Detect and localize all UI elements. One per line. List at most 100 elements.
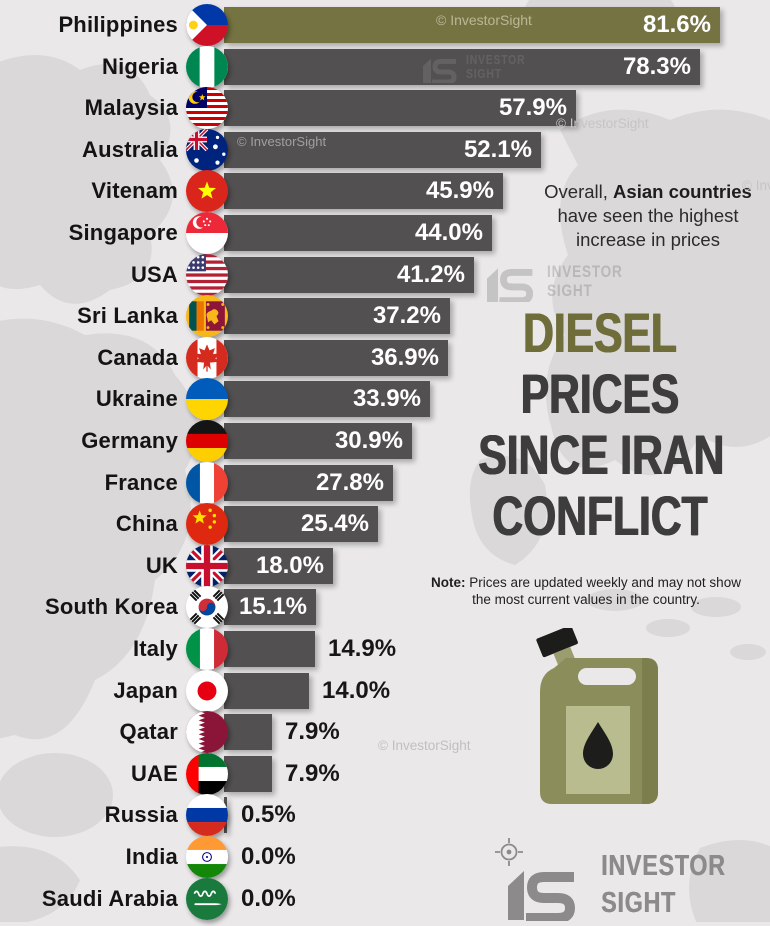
chart-row-qatar: Qatar 7.9% <box>0 711 770 754</box>
value-label-ukraine: 33.9% <box>352 385 421 413</box>
value-bar-france: 27.8% <box>224 464 393 501</box>
flag-uk <box>186 544 228 587</box>
value-label-saudi-arabia: 0.0% <box>241 884 296 912</box>
chart-row-sri-lanka: Sri Lanka 37.2% <box>0 295 770 338</box>
country-label-japan: Japan <box>113 677 178 703</box>
country-label-italy: Italy <box>132 636 178 661</box>
country-label-qatar: Qatar <box>119 719 178 745</box>
flag-italy <box>186 628 228 670</box>
country-label-germany: Germany <box>81 428 178 453</box>
flag-qatar <box>186 711 228 754</box>
chart-row-malaysia: Malaysia 57.9% <box>0 87 770 130</box>
chart-title: DIESEL PRICES SINCE IRAN CONFLICT <box>440 302 760 546</box>
note-line2: the most current values in the country. <box>472 592 700 607</box>
flag-france <box>186 461 228 504</box>
country-label-china: China <box>115 511 178 537</box>
note: Note: Prices are updated weekly and may … <box>416 574 756 608</box>
chart-row-vitenam: Vitenam 45.9% <box>0 170 770 213</box>
country-label-nigeria: Nigeria <box>102 53 178 79</box>
watermark-brand-line2: SIGHT <box>466 66 502 82</box>
value-label-australia: 52.1% <box>463 135 532 163</box>
watermark-brand-nigeria-bar: INVESTOR SIGHT <box>418 51 540 85</box>
flag-russia <box>186 794 228 837</box>
value-bar-malaysia: 57.9% <box>224 90 576 127</box>
value-label-philippines: 81.6% <box>642 11 711 38</box>
flag-south-korea <box>186 586 228 629</box>
value-label-vitenam: 45.9% <box>425 177 494 205</box>
watermark-brand-line1: INVESTOR <box>466 52 526 67</box>
country-label-vitenam: Vitenam <box>91 178 178 204</box>
investorsight-logo: INVESTOR SIGHT <box>489 834 759 923</box>
flag-sri-lanka <box>186 295 228 338</box>
subtitle: Overall, Asian countries have seen the h… <box>528 180 768 252</box>
chart-row-china: China 25.4% <box>0 503 770 546</box>
flag-canada <box>186 336 228 379</box>
is-monogram-icon <box>498 855 582 923</box>
subtitle-line2: have seen the highest <box>557 205 739 226</box>
value-bar-ukraine: 33.9% <box>224 381 430 418</box>
chart-row-france: France 27.8% <box>0 461 770 504</box>
watermark-copyright-philippines-bar: © InvestorSight <box>436 12 532 28</box>
value-bar-nigeria: 78.3% <box>224 48 700 85</box>
chart-row-uk: UK 18.0% <box>0 544 770 587</box>
chart-row-singapore: Singapore 44.0% <box>0 212 770 254</box>
chart-row-ukraine: Ukraine 33.9% <box>0 378 770 421</box>
chart-row-usa: USA 41.2% <box>0 253 770 296</box>
value-label-italy: 14.9% <box>328 635 397 662</box>
title-line-1: DIESEL <box>523 301 677 364</box>
flag-usa <box>186 253 228 296</box>
value-label-south-korea: 15.1% <box>238 593 307 621</box>
value-bar-china: 25.4% <box>224 506 378 543</box>
flag-germany <box>186 420 228 462</box>
title-line-3: SINCE IRAN <box>478 423 725 486</box>
country-label-philippines: Philippines <box>58 12 178 37</box>
title-line-2: PRICES <box>520 362 680 425</box>
country-label-uae: UAE <box>130 760 178 786</box>
chart-row-south-korea: South Korea 15.1% <box>0 586 770 629</box>
watermark-copyright-right-edge: © InvestorSight <box>742 178 770 193</box>
value-label-india: 0.0% <box>241 843 296 870</box>
is-monogram-icon <box>480 258 538 305</box>
value-label-uae: 7.9% <box>285 759 340 787</box>
watermark-copyright-upper-right: © InvestorSight <box>556 116 649 131</box>
country-label-usa: USA <box>130 261 178 287</box>
chart-row-uae: UAE 7.9% <box>0 752 770 795</box>
watermark-brand-center: INVESTOR SIGHT <box>480 258 642 305</box>
flag-malaysia <box>186 87 228 130</box>
watermark-copyright-australia-bar: © InvestorSight <box>237 134 327 149</box>
country-label-sri-lanka: Sri Lanka <box>77 303 178 329</box>
flag-india <box>186 836 228 878</box>
subtitle-line1: Overall, Asian countries <box>544 181 752 202</box>
country-label-france: France <box>104 469 178 495</box>
chart-row-japan: Japan 14.0% <box>0 669 770 712</box>
value-bar-singapore: 44.0% <box>224 215 492 251</box>
country-label-south-korea: South Korea <box>45 594 178 620</box>
value-bar-vitenam: 45.9% <box>224 173 503 210</box>
flag-uae <box>186 752 228 795</box>
value-bar-south-korea: 15.1% <box>224 589 316 626</box>
title-line-4: CONFLICT <box>492 484 708 547</box>
flag-australia <box>186 128 228 171</box>
flag-china <box>186 503 228 546</box>
country-label-singapore: Singapore <box>68 220 178 245</box>
country-label-saudi-arabia: Saudi Arabia <box>41 885 178 911</box>
chart-row-nigeria: Nigeria 78.3% <box>0 45 770 88</box>
value-bar-germany: 30.9% <box>224 423 412 459</box>
chart-row-italy: Italy 14.9% <box>0 628 770 670</box>
value-bar-sri-lanka: 37.2% <box>224 298 450 335</box>
country-label-australia: Australia <box>82 136 178 162</box>
note-line1: Note: Prices are updated weekly and may … <box>431 575 741 590</box>
value-label-usa: 41.2% <box>396 260 465 288</box>
jerrycan-icon <box>522 625 672 814</box>
value-label-china: 25.4% <box>300 510 369 538</box>
value-bar-qatar <box>224 714 272 751</box>
chart-row-philippines: Philippines 81.6% <box>0 4 770 46</box>
chart-row-canada: Canada 36.9% <box>0 336 770 379</box>
crosshair-icon <box>493 836 525 868</box>
value-bar-italy <box>224 631 315 667</box>
flag-singapore <box>186 212 228 254</box>
value-label-qatar: 7.9% <box>285 718 340 746</box>
value-bar-japan <box>224 672 309 709</box>
flag-ukraine <box>186 378 228 421</box>
